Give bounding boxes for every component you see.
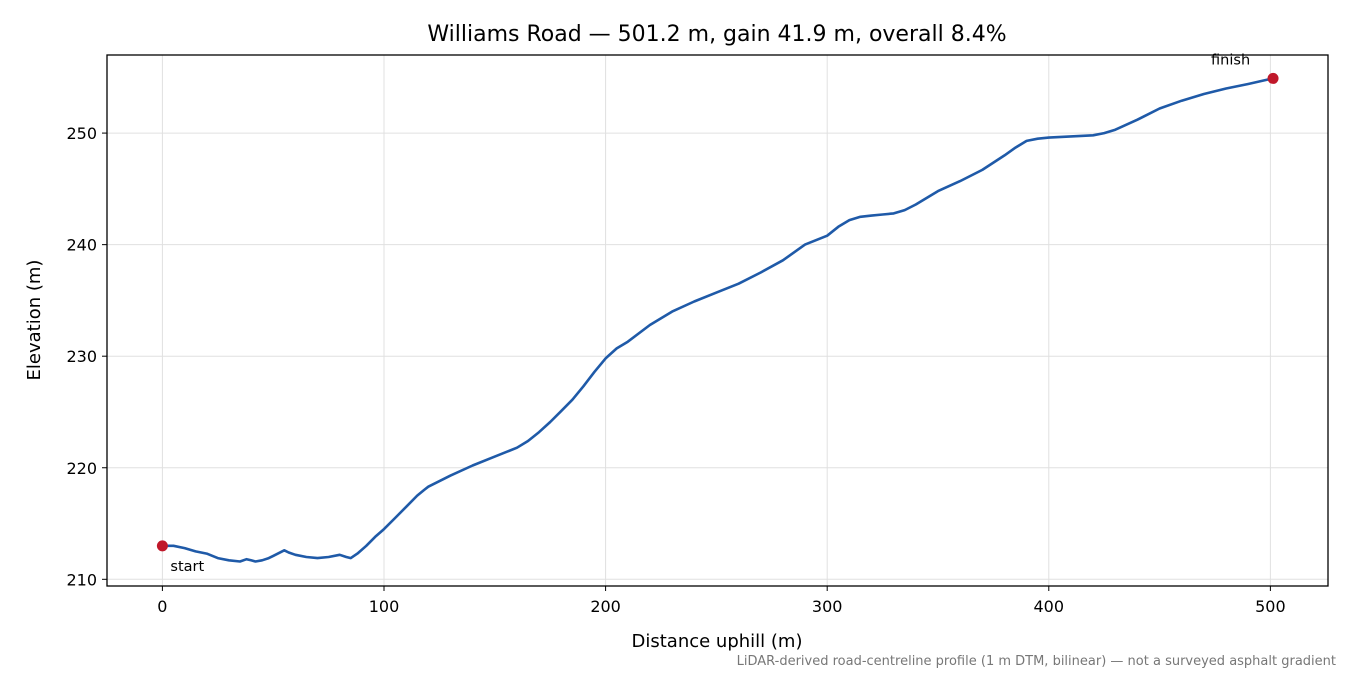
y-tick-label: 250	[66, 124, 97, 143]
start-label: start	[170, 559, 204, 575]
y-tick-label: 240	[66, 236, 97, 255]
x-tick-label: 300	[812, 597, 843, 616]
x-axis-label: Distance uphill (m)	[632, 631, 803, 652]
y-tick-label: 220	[66, 459, 97, 478]
markers: start finish	[156, 52, 1279, 575]
grid	[107, 55, 1328, 586]
x-tick-label: 200	[590, 597, 621, 616]
x-tick-label: 500	[1255, 597, 1286, 616]
start-point	[156, 540, 168, 552]
plot-frame	[106, 54, 1329, 587]
plot-area	[161, 77, 1275, 563]
finish-point	[1267, 72, 1279, 84]
y-axis-label: Elevation (m)	[24, 260, 45, 381]
chart-title: Williams Road — 501.2 m, gain 41.9 m, ov…	[427, 22, 1006, 47]
x-tick-label: 400	[1034, 597, 1065, 616]
axis-ticks: 0 100 200 300 400 500 210 220 230 240 250	[66, 124, 1285, 616]
x-tick-label: 100	[369, 597, 400, 616]
y-tick-label: 210	[66, 570, 97, 589]
elevation-series-line	[161, 77, 1275, 563]
x-tick-label: 0	[157, 597, 167, 616]
y-tick-label: 230	[66, 347, 97, 366]
footnote: LiDAR-derived road-centreline profile (1…	[737, 654, 1336, 669]
finish-label: finish	[1211, 52, 1250, 68]
